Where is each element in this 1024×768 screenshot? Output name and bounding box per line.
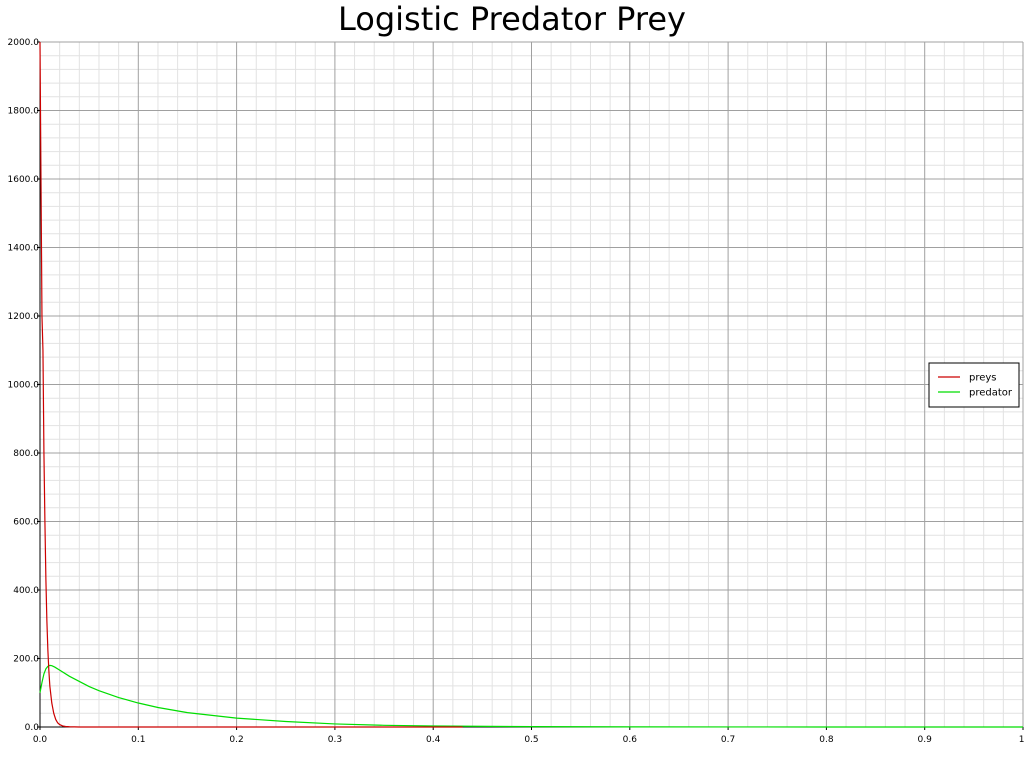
y-tick-label: 2000.0 — [8, 38, 40, 48]
series-lines — [39, 41, 1023, 728]
x-tick-label: 0.9 — [918, 735, 933, 745]
x-tick-label: 0.6 — [623, 735, 638, 745]
x-tick-label: 0.1 — [131, 735, 145, 745]
y-tick-label: 0.0 — [25, 723, 40, 733]
y-tick-label: 1600.0 — [8, 175, 40, 185]
x-tick-label: 0.4 — [426, 735, 441, 745]
y-tick-label: 400.0 — [13, 586, 39, 596]
y-tick-label: 600.0 — [13, 518, 39, 528]
x-tick-label: 0.0 — [33, 735, 48, 745]
legend: preys predator — [928, 362, 1020, 408]
x-tick-label: 0.3 — [328, 735, 342, 745]
y-tick-label: 1400.0 — [8, 244, 40, 254]
legend-label-preys: preys — [969, 373, 997, 384]
y-axis-ticks: 0.0 200.0 400.0 600.0 800.0 1000.0 1200.0 1400.… — [8, 38, 40, 733]
x-tick-label: 0.2 — [229, 735, 243, 745]
x-axis-ticks: 0.0 0.1 0.2 0.3 0.4 0.5 0.6 0.7 0.8 0.9 1. — [33, 727, 1024, 745]
x-tick-label: 1. — [1019, 735, 1024, 745]
y-tick-label: 1200.0 — [8, 312, 40, 322]
x-tick-label: 0.8 — [819, 735, 834, 745]
y-tick-label: 800.0 — [13, 449, 39, 459]
chart-title: Logistic Predator Prey — [338, 0, 686, 38]
x-tick-label: 0.5 — [524, 735, 538, 745]
legend-label-predator: predator — [969, 388, 1013, 399]
legend-box — [928, 362, 1020, 408]
major-grid — [39, 41, 1024, 728]
series-line-preys — [39, 41, 463, 728]
y-tick-label: 200.0 — [13, 655, 39, 665]
y-tick-label: 1000.0 — [8, 381, 40, 391]
x-tick-label: 0.7 — [721, 735, 735, 745]
y-tick-label: 1800.0 — [8, 107, 40, 117]
